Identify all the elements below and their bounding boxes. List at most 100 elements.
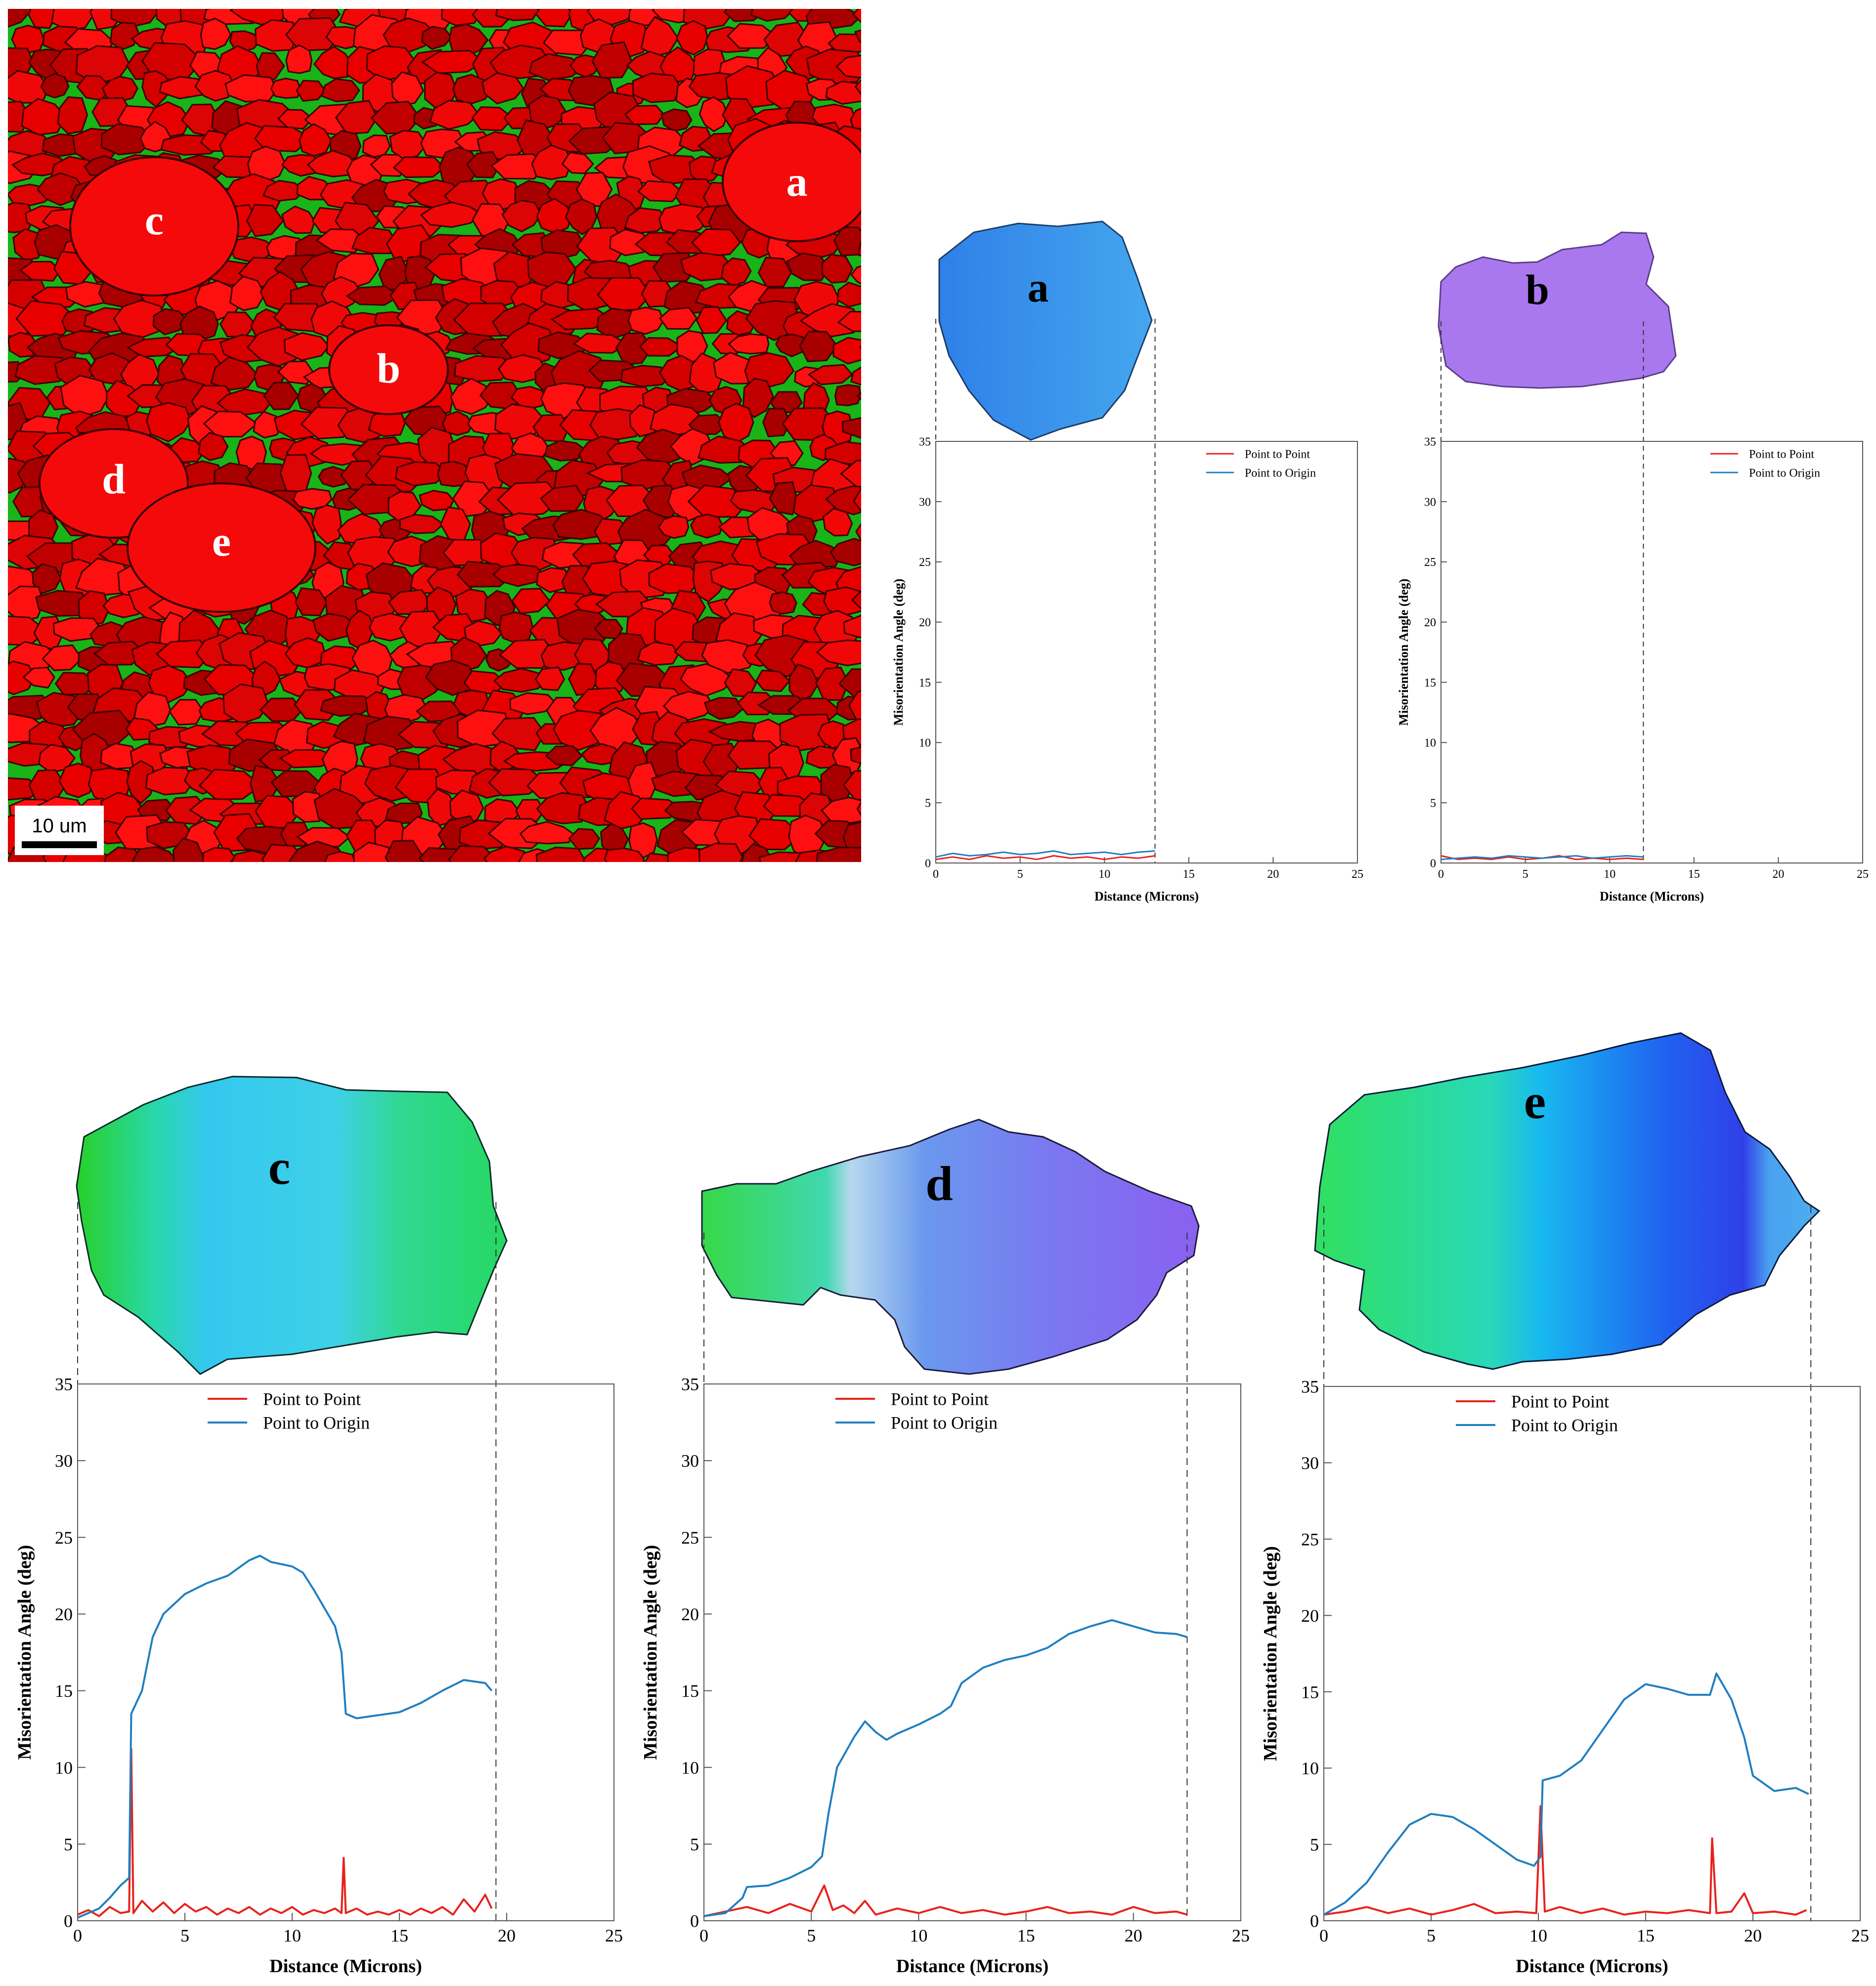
grain (346, 285, 401, 306)
y-tick-label: 25 (681, 1528, 699, 1548)
grain (515, 799, 545, 824)
grain (313, 45, 353, 80)
grain (572, 332, 628, 354)
profile-panel-d: d 0 5 10 15 20 25 0 5 10 15 20 25 30 35 Distance (Micr… (628, 1068, 1251, 1984)
grain (696, 306, 728, 334)
grain (591, 41, 633, 79)
y-tick-label: 25 (1424, 556, 1436, 569)
legend-label: Point to Origin (1511, 1416, 1618, 1435)
grain (480, 280, 523, 309)
legend-label: Point to Point (891, 1389, 989, 1409)
grain (296, 80, 326, 102)
grain (807, 364, 853, 386)
grain (399, 514, 445, 534)
y-tick-label: 35 (919, 435, 931, 448)
grain (141, 70, 174, 108)
grain (463, 620, 503, 647)
grain (838, 668, 861, 698)
y-tick-label: 15 (1424, 677, 1436, 690)
plot-frame (1323, 1386, 1861, 1921)
grain (450, 378, 493, 415)
grain-label-a: a (786, 158, 808, 205)
grain-map-label-c: c (268, 1140, 290, 1195)
grain (317, 466, 350, 488)
grain (627, 306, 664, 335)
grain-label-c: c (145, 196, 164, 244)
grain (718, 402, 754, 444)
grain (420, 201, 484, 228)
grain (481, 72, 524, 105)
grain (324, 851, 356, 862)
grain (466, 151, 501, 178)
grain (277, 109, 314, 130)
grain (632, 72, 682, 103)
x-tick-label: 10 (1604, 868, 1615, 881)
grain (363, 715, 420, 752)
grain (222, 683, 269, 725)
y-tick-label: 0 (925, 857, 931, 870)
grain (285, 44, 313, 74)
profile-chart-d: d 0 5 10 15 20 25 0 5 10 15 20 25 30 35 Distance (Micr… (640, 1119, 1250, 1977)
grain (146, 402, 192, 442)
x-axis-label: Distance (Microns) (269, 1956, 422, 1977)
grain (856, 391, 861, 400)
grain (842, 821, 861, 856)
grain-mosaic (8, 9, 861, 862)
y-tick-label: 5 (64, 1834, 73, 1854)
series-line-point-to-point (1323, 1805, 1807, 1916)
x-tick-label: 0 (73, 1926, 82, 1945)
grain (835, 54, 861, 79)
grain (688, 414, 729, 435)
grain (202, 847, 236, 862)
y-tick-label: 0 (1430, 857, 1436, 870)
plot-e: 0 5 10 15 20 25 0 5 10 15 20 25 30 35 Distance (Micron… (1260, 1204, 1869, 1977)
grain (698, 96, 729, 132)
profile-chart-e: e 0 5 10 15 20 25 0 5 10 15 20 25 30 35 Distance (Micr… (1260, 1032, 1869, 1977)
grain (256, 52, 285, 83)
grain (22, 666, 55, 689)
grain (620, 364, 674, 388)
grain (448, 23, 489, 56)
grain (394, 461, 448, 487)
grain (93, 641, 147, 666)
legend-label: Point to Point (263, 1389, 361, 1409)
series-line-point-to-point (77, 1748, 493, 1917)
y-axis-label: Misorientation Angle (deg) (640, 1545, 661, 1760)
x-tick-label: 10 (1098, 868, 1110, 881)
grain (852, 9, 861, 24)
grain (493, 667, 548, 693)
x-tick-label: 0 (699, 1926, 708, 1945)
x-tick-label: 20 (1744, 1926, 1762, 1945)
grain (727, 333, 770, 355)
grain (500, 322, 556, 367)
grain (179, 305, 219, 342)
labeled-grain (69, 156, 239, 297)
y-tick-label: 30 (55, 1451, 73, 1471)
microstructure-image: a b c d e 10 um (8, 9, 861, 862)
series-line-point-to-point (703, 1884, 1187, 1917)
grain (351, 226, 397, 255)
x-tick-label: 25 (605, 1926, 623, 1945)
grain (498, 611, 534, 644)
plot-frame (1440, 441, 1863, 863)
grain (842, 770, 861, 801)
grain (254, 125, 313, 152)
y-tick-label: 20 (919, 616, 931, 629)
series-line-point-to-origin (1323, 1672, 1809, 1916)
y-tick-label: 10 (919, 737, 931, 750)
grain (483, 845, 533, 862)
grain (362, 134, 391, 158)
grain (519, 820, 574, 845)
x-tick-label: 25 (1352, 868, 1363, 881)
grain (721, 257, 752, 287)
grain (284, 637, 326, 669)
grain (109, 21, 141, 50)
y-tick-label: 0 (64, 1911, 73, 1931)
grain (856, 801, 861, 817)
y-tick-label: 35 (1301, 1377, 1319, 1397)
grain (624, 105, 665, 126)
grain (854, 79, 861, 96)
grain (854, 29, 861, 43)
grain (637, 180, 683, 203)
y-tick-label: 10 (1301, 1759, 1319, 1778)
